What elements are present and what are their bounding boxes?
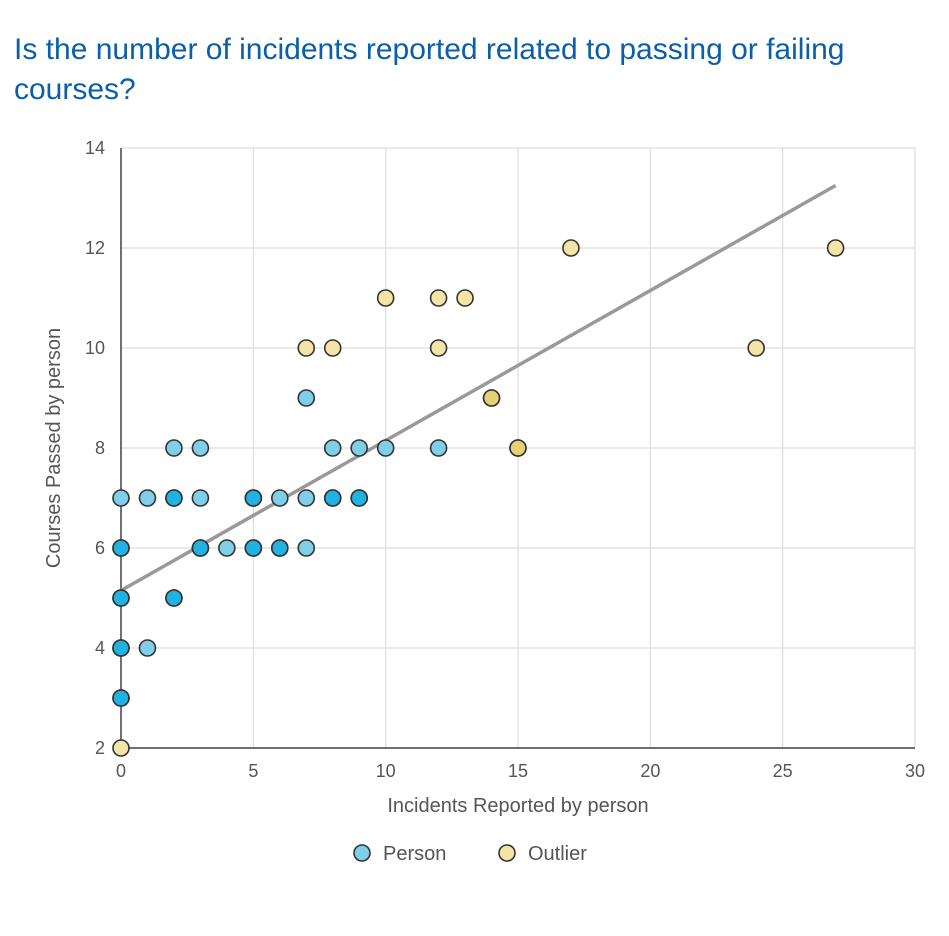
y-axis-label: Courses Passed by person <box>43 328 65 568</box>
person-point <box>165 589 183 607</box>
person-point <box>138 489 157 507</box>
y-tick-label: 8 <box>95 438 105 458</box>
x-axis-label: Incidents Reported by person <box>387 795 648 817</box>
person-point <box>112 539 130 557</box>
person-point <box>191 439 210 457</box>
person-point <box>244 489 263 507</box>
legend-person-label: Person <box>383 843 446 865</box>
legend-outlier-label: Outlier <box>528 843 587 865</box>
person-point <box>191 489 210 507</box>
person-point <box>112 589 130 607</box>
person-point <box>218 539 236 557</box>
y-tick-label: 4 <box>95 638 105 658</box>
x-tick-label: 25 <box>773 761 793 781</box>
person-point <box>270 489 289 507</box>
outlier-point <box>509 439 527 457</box>
y-tick-label: 10 <box>85 338 105 358</box>
person-point <box>376 439 395 457</box>
tick-labels: 0 5 10 15 20 25 30 2 4 6 8 10 12 14 <box>85 138 925 781</box>
trendline <box>120 183 837 593</box>
legend-outlier-marker <box>498 844 516 862</box>
x-tick-label: 20 <box>640 761 660 781</box>
person-point <box>429 439 448 457</box>
x-tick-label: 0 <box>116 761 126 781</box>
person-point <box>323 439 342 457</box>
outlier-point <box>376 289 395 307</box>
person-point <box>323 489 342 507</box>
person-point <box>112 639 130 657</box>
person-point <box>350 439 369 457</box>
outlier-point <box>297 339 316 357</box>
person-point <box>138 639 157 657</box>
legend-person-marker <box>353 844 371 862</box>
person-point <box>244 539 263 557</box>
chart-title: Is the number of incidents reported rela… <box>14 33 845 106</box>
y-tick-label: 6 <box>95 538 105 558</box>
legend: Person Outlier <box>353 843 587 865</box>
x-tick-label: 30 <box>905 761 925 781</box>
x-tick-label: 15 <box>508 761 528 781</box>
person-point <box>191 539 210 557</box>
outlier-point <box>323 339 342 357</box>
trendline-group <box>120 183 837 593</box>
outlier-point <box>429 339 448 357</box>
person-point <box>297 389 316 407</box>
y-tick-label: 12 <box>85 238 105 258</box>
person-point <box>112 489 130 507</box>
x-tick-label: 10 <box>376 761 396 781</box>
person-point <box>350 489 369 507</box>
person-point <box>165 439 183 457</box>
person-point <box>297 539 316 557</box>
outlier-point <box>456 289 474 307</box>
person-point <box>270 539 289 557</box>
outlier-point <box>747 339 766 357</box>
outlier-point <box>562 239 580 257</box>
person-point <box>165 489 183 507</box>
y-tick-label: 2 <box>95 738 105 758</box>
y-tick-label: 14 <box>85 138 105 158</box>
person-point <box>112 689 130 707</box>
outlier-point <box>429 289 448 307</box>
outlier-point <box>826 239 845 257</box>
data-points <box>112 239 845 757</box>
outlier-point <box>482 389 501 407</box>
x-tick-label: 5 <box>248 761 258 781</box>
person-point <box>297 489 316 507</box>
outlier-point <box>112 739 130 757</box>
